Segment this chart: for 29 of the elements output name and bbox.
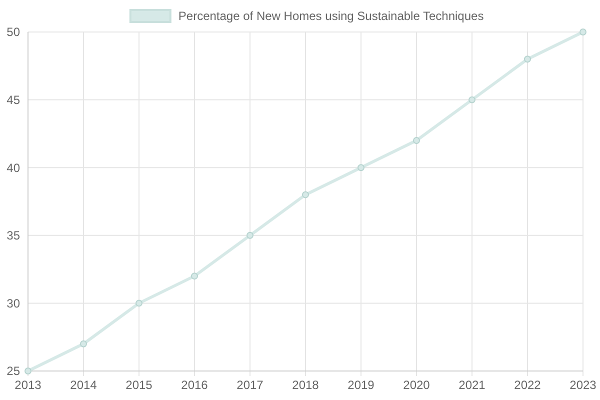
point <box>136 300 142 307</box>
x-tick-label: 2016 <box>181 378 208 392</box>
point <box>358 164 364 172</box>
x-tick-label: 2015 <box>126 378 153 392</box>
x-tick-label: 2013 <box>14 378 42 392</box>
y-tick-label: 40 <box>6 160 20 175</box>
y-tick-label: 50 <box>6 25 20 40</box>
point <box>24 368 32 374</box>
point <box>413 137 420 144</box>
x-tick-label: 2023 <box>570 378 597 392</box>
y-tick-label: 45 <box>6 93 20 107</box>
x-tick-label: 2020 <box>403 378 430 392</box>
x-tick-label: 2014 <box>70 378 98 392</box>
point <box>80 340 87 348</box>
y-tick-label: 35 <box>6 228 20 243</box>
x-tick-label: 2018 <box>292 378 320 392</box>
point <box>246 232 254 239</box>
point <box>580 28 586 36</box>
y-tick-label: 30 <box>6 296 20 310</box>
x-tick-label: 2021 <box>458 378 486 392</box>
legend-label: Percentage of New Homes using Sustainable Techniques <box>178 9 484 24</box>
point <box>302 191 309 198</box>
x-tick-label: 2019 <box>348 378 375 392</box>
x-tick-label: 2022 <box>514 378 542 392</box>
y-tick-label: 25 <box>6 364 20 378</box>
point <box>468 96 476 104</box>
point <box>524 56 531 63</box>
x-tick-label: 2017 <box>236 378 264 392</box>
point <box>191 272 198 280</box>
